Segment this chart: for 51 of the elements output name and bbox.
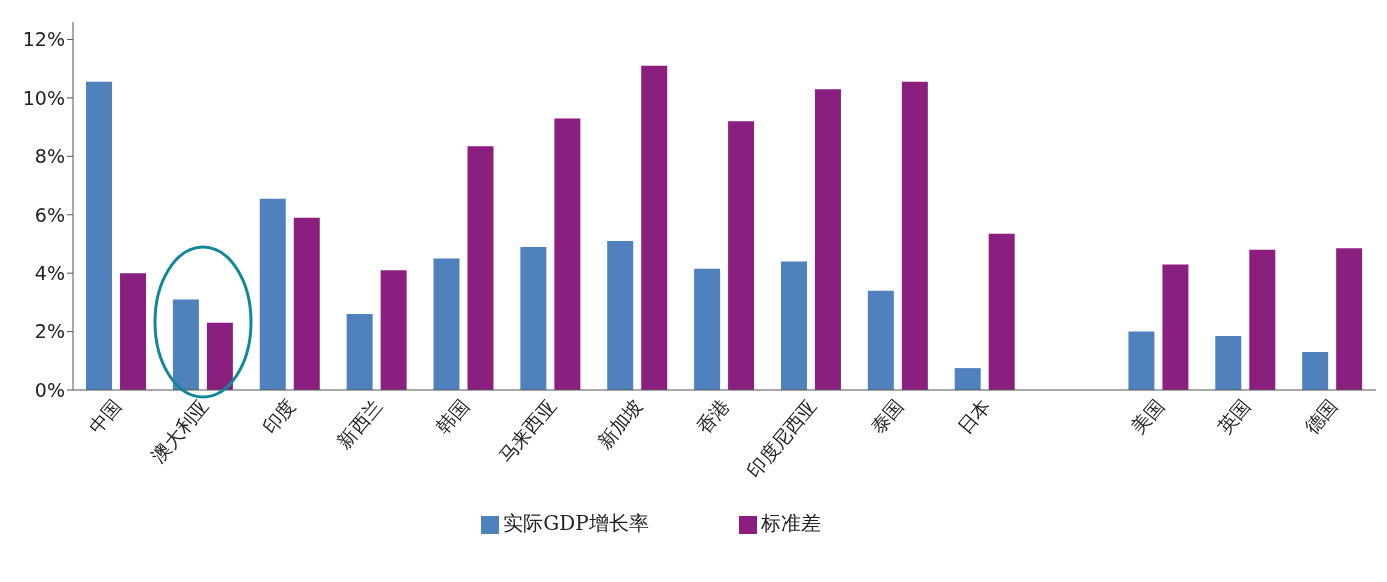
- bar: [954, 368, 981, 390]
- bar: [172, 299, 199, 390]
- x-tick-label: 澳大利亚: [146, 394, 213, 467]
- bar: [1249, 249, 1276, 390]
- x-tick-label: 马来西亚: [494, 394, 560, 467]
- bar: [554, 118, 581, 390]
- x-tick-label: 中国: [84, 394, 126, 438]
- x-tick-label: 香港: [692, 394, 734, 438]
- y-tick-label: 12%: [22, 28, 65, 51]
- bar: [86, 81, 113, 390]
- bar: [1215, 335, 1242, 390]
- y-tick-label: 0%: [34, 378, 65, 401]
- bar: [467, 146, 494, 390]
- x-tick-label: 美国: [1126, 394, 1168, 438]
- bar: [867, 290, 894, 390]
- bar: [380, 270, 407, 390]
- x-tick-label: 泰国: [866, 394, 908, 438]
- bar: [1162, 264, 1189, 390]
- y-tick-label: 8%: [34, 145, 65, 168]
- x-tick-label: 印度尼西亚: [742, 394, 821, 482]
- legend-label: 实际GDP增长率: [503, 511, 649, 535]
- bar: [293, 217, 320, 390]
- y-tick-label: 4%: [34, 261, 65, 284]
- bar: [120, 273, 147, 390]
- bar: [780, 261, 807, 390]
- y-tick-label: 10%: [22, 86, 65, 109]
- bar: [988, 233, 1015, 390]
- x-tick-label: 德国: [1300, 394, 1342, 438]
- x-tick-label: 韩国: [431, 394, 473, 438]
- legend-label: 标准差: [760, 511, 821, 535]
- bar: [1336, 248, 1363, 390]
- bar: [346, 314, 373, 390]
- bar: [641, 65, 668, 390]
- x-tick-label: 新加坡: [593, 394, 647, 453]
- x-tick-label: 日本: [952, 394, 995, 438]
- x-tick-label: 新西兰: [332, 394, 387, 453]
- x-tick-label: 英国: [1213, 394, 1255, 438]
- bar: [814, 89, 841, 390]
- bar: [520, 246, 547, 390]
- bar: [433, 258, 460, 390]
- y-tick-label: 2%: [34, 320, 65, 343]
- bar: [259, 198, 286, 390]
- bar: [607, 241, 634, 390]
- bar: [728, 121, 755, 390]
- x-tick-label: 印度: [257, 394, 300, 438]
- y-tick-label: 6%: [34, 203, 65, 226]
- bar: [206, 322, 233, 390]
- bar: [694, 268, 721, 390]
- bar: [901, 81, 928, 390]
- bar: [1128, 331, 1155, 390]
- bar: [1302, 352, 1329, 390]
